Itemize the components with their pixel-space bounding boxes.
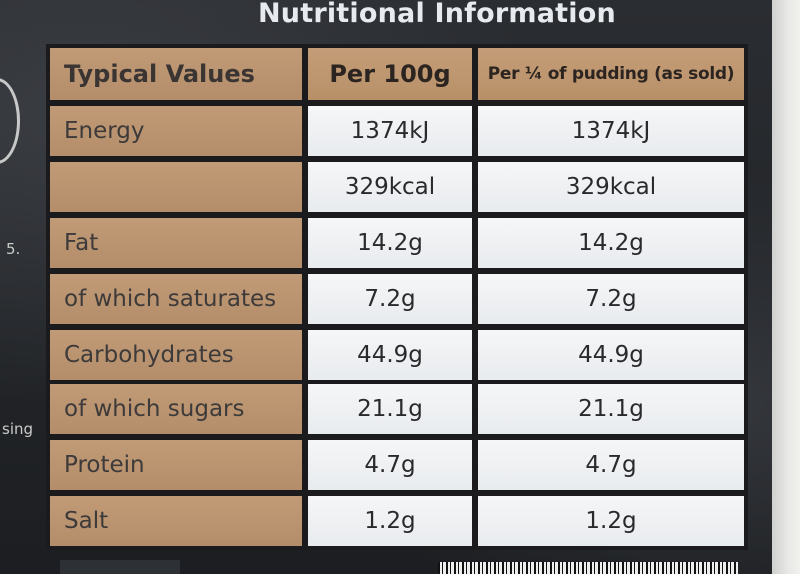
side-text-fragment: 5. [6, 240, 21, 258]
row-label-blank [50, 162, 302, 212]
value-per-quarter: 7.2g [478, 274, 744, 324]
header-typical-values: Typical Values [50, 48, 302, 100]
value-per-100g: 44.9g [308, 330, 472, 380]
barcode [438, 562, 738, 574]
value-per-quarter: 21.1g [478, 384, 744, 434]
nutrition-table: Typical Values Per 100g Per ¼ of pudding… [46, 44, 748, 550]
value-per-100g: 329kcal [308, 162, 472, 212]
row-label-salt: Salt [50, 496, 302, 546]
value-per-quarter: 4.7g [478, 440, 744, 490]
value-per-100g: 7.2g [308, 274, 472, 324]
value-per-100g: 14.2g [308, 218, 472, 268]
value-per-100g: 4.7g [308, 440, 472, 490]
side-text-fragment: sing [2, 420, 34, 438]
value-per-quarter: 1.2g [478, 496, 744, 546]
header-per-quarter: Per ¼ of pudding (as sold) [478, 48, 744, 100]
row-label-fat: Fat [50, 218, 302, 268]
row-label-energy: Energy [50, 106, 302, 156]
value-per-100g: 1.2g [308, 496, 472, 546]
row-label-of-which-saturates: of which saturates [50, 274, 302, 324]
row-label-protein: Protein [50, 440, 302, 490]
row-label-of-which-sugars: of which sugars [50, 384, 302, 434]
value-per-100g: 21.1g [308, 384, 472, 434]
header-per-100g: Per 100g [308, 48, 472, 100]
packaging-fragment [60, 560, 180, 574]
value-per-quarter: 329kcal [478, 162, 744, 212]
value-per-100g: 1374kJ [308, 106, 472, 156]
value-per-quarter: 44.9g [478, 330, 744, 380]
packaging-edge [772, 0, 800, 574]
value-per-quarter: 14.2g [478, 218, 744, 268]
row-label-carbohydrates: Carbohydrates [50, 330, 302, 380]
value-per-quarter: 1374kJ [478, 106, 744, 156]
nutrition-heading: Nutritional Information [258, 0, 616, 29]
